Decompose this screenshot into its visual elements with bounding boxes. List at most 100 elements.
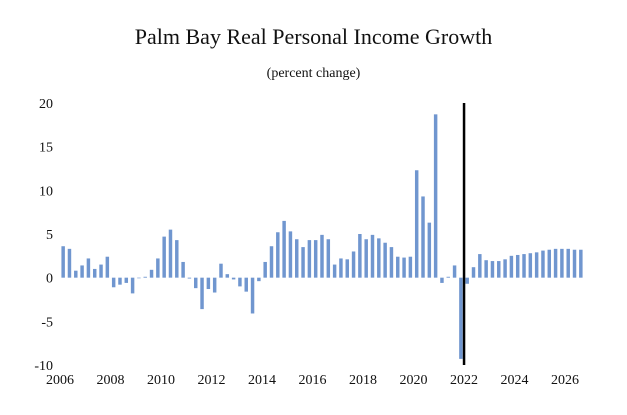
y-tick-label: 10 <box>39 184 53 199</box>
bar <box>402 257 406 278</box>
bar <box>541 250 545 278</box>
bar <box>67 248 72 278</box>
bar <box>168 229 173 278</box>
bar <box>288 231 293 278</box>
bars-layer <box>61 114 583 359</box>
bar <box>484 260 488 278</box>
bar <box>105 256 110 278</box>
bar <box>433 114 438 278</box>
x-tick-label: 2008 <box>97 373 125 388</box>
bar <box>396 256 400 278</box>
bar <box>124 277 129 283</box>
bar <box>465 277 469 284</box>
bar <box>295 239 299 278</box>
bar <box>181 261 185 278</box>
bar <box>74 270 78 278</box>
bar <box>547 249 552 278</box>
y-tick-label: 5 <box>46 228 53 243</box>
y-tick-label: 0 <box>46 272 53 287</box>
x-tick-label: 2010 <box>147 373 175 388</box>
bar <box>320 234 324 278</box>
bar <box>175 240 179 278</box>
bar <box>194 277 198 289</box>
x-tick-label: 2018 <box>349 373 377 388</box>
bar <box>370 234 375 278</box>
bar <box>377 238 381 278</box>
bar <box>332 264 337 278</box>
bar <box>212 277 217 293</box>
bar <box>414 170 419 278</box>
bar <box>364 239 368 278</box>
bar <box>339 258 343 278</box>
bar <box>162 236 166 278</box>
bar <box>358 234 362 278</box>
y-tick-label: -10 <box>34 359 53 374</box>
bar <box>257 277 261 282</box>
x-axis-ticks: 2006 2008 2010 2012 2014 2016 2018 2020 2022 2024… <box>46 373 579 388</box>
chart-subtitle: (percent change) <box>266 66 361 81</box>
bar <box>446 276 450 278</box>
bar <box>99 264 103 278</box>
bar <box>244 277 248 292</box>
bar <box>276 232 280 278</box>
bar <box>326 239 331 278</box>
bar <box>225 274 230 278</box>
bar <box>421 196 425 278</box>
y-axis-ticks: -10 -5 0 5 10 15 20 <box>34 97 53 374</box>
bar <box>383 242 387 278</box>
bar <box>579 249 583 278</box>
x-tick-label: 2022 <box>450 373 478 388</box>
bar <box>111 277 116 288</box>
bar <box>231 277 236 280</box>
bar <box>478 254 482 278</box>
bar <box>307 240 312 278</box>
x-tick-label: 2024 <box>501 373 529 388</box>
bar <box>200 277 204 310</box>
bar <box>534 252 539 278</box>
x-tick-label: 2012 <box>198 373 226 388</box>
y-tick-label: 20 <box>39 97 53 112</box>
x-tick-label: 2006 <box>46 373 74 388</box>
bar <box>503 259 507 278</box>
bar <box>143 276 147 278</box>
bar <box>572 249 577 278</box>
bar <box>440 277 444 283</box>
bar <box>80 265 84 278</box>
x-tick-label: 2016 <box>299 373 327 388</box>
bar <box>130 277 135 294</box>
bar <box>156 258 160 278</box>
bar <box>118 277 122 285</box>
bar <box>427 222 432 278</box>
bar <box>313 240 318 278</box>
bar <box>250 277 255 314</box>
y-tick-label: -5 <box>41 315 53 330</box>
bar <box>269 246 274 278</box>
bar <box>528 253 533 278</box>
bar <box>566 248 570 278</box>
bar <box>408 256 413 278</box>
bar <box>490 261 495 278</box>
bar <box>206 277 211 290</box>
bar <box>509 255 514 278</box>
bar <box>389 247 394 278</box>
bar <box>238 277 242 287</box>
bar <box>351 251 356 278</box>
bar <box>86 258 91 278</box>
bar <box>471 267 476 278</box>
bar <box>452 265 457 278</box>
bar <box>522 254 526 278</box>
bar <box>345 259 349 278</box>
bar <box>560 248 564 278</box>
y-tick-label: 15 <box>39 141 53 156</box>
bar <box>301 247 305 278</box>
x-tick-label: 2020 <box>400 373 428 388</box>
bar <box>497 261 501 278</box>
bar <box>553 248 558 278</box>
bar <box>515 254 520 278</box>
bar <box>137 277 141 279</box>
x-tick-label: 2014 <box>248 373 276 388</box>
bar <box>149 269 154 278</box>
x-tick-label: 2026 <box>551 373 579 388</box>
bar <box>459 277 463 359</box>
